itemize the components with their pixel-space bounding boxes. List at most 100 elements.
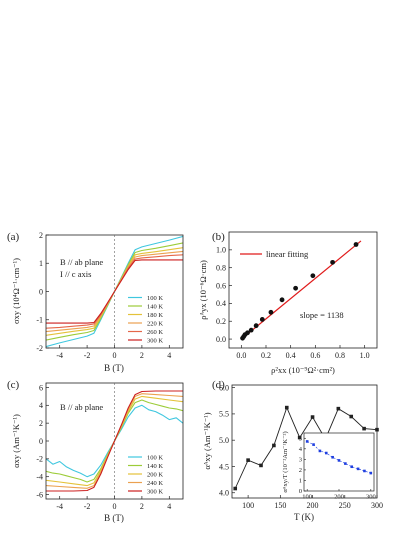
panel-d-inset-point (369, 471, 373, 475)
panel-a-xticks: -4 -2 0 2 4 (56, 345, 171, 360)
panel-d-inset-xticks: 100 200 300 (302, 489, 376, 501)
panel-d-inset-xtick-label: 100 (302, 494, 312, 501)
panel-c-xtick-label: 4 (167, 502, 171, 511)
panel-d-ytick-label: 4.0 (219, 489, 229, 498)
panel-d-point (259, 463, 263, 468)
panel-d-inset-point (312, 443, 315, 446)
panel-d-xtick-label: 300 (371, 501, 383, 510)
panel-d-line (234, 406, 378, 489)
panel-c-legend-label: 200 K (147, 472, 163, 479)
panel-d-point (284, 405, 289, 410)
panel-d-point (272, 443, 276, 448)
panel-d-xtick-label: 100 (242, 501, 254, 510)
panel-a-ytick-label: -2 (36, 344, 43, 353)
panel-d-ytick-label: 6.0 (219, 383, 229, 392)
panel-d-inset-ytick-label: 3 (299, 457, 302, 464)
panel-b-annotation: slope = 1138 (300, 310, 344, 320)
panel-a-legend-label: 180 K (147, 312, 163, 319)
panel-d-point (336, 406, 341, 411)
panel-c-yticks: -6 -4 -2 0 2 4 6 (36, 383, 49, 499)
panel-d-inset-point (305, 440, 309, 443)
panel-c-xtick-label: -4 (56, 502, 63, 511)
panel-d-inset: 100 200 300 0 1 2 3 4 5 αᴬxy/T (10⁻²Am⁻¹K⁻²) (282, 431, 376, 500)
panel-c-xlabel: B (T) (104, 513, 124, 523)
panel-a-legend-label: 140 K (147, 304, 163, 311)
panel-b-frame (228, 231, 378, 349)
panel-b-xlabel: ρ²xx (10⁻⁹Ω²·cm²) (271, 365, 335, 375)
panel-d-inset-xtick-label: 300 (366, 494, 376, 501)
panel-a: (a) -4 -2 0 2 4 -2 -1 0 1 2 B // ab plane I // c… (7, 231, 184, 373)
panel-a-xlabel: B (T) (104, 363, 124, 373)
panel-a-legend-label: 220 K (147, 321, 163, 328)
panel-a-ytick-label: 1 (39, 259, 43, 268)
panel-d-inset-ytick-label: 5 (299, 435, 302, 442)
panel-d-inset-ytick-label: 0 (299, 488, 302, 495)
panel-d-inset-point (356, 467, 360, 471)
panel-c-annotation: B // ab plane (60, 402, 103, 412)
panel-c-label: (c) (7, 379, 20, 391)
panel-c-legend-label: 100 K (147, 455, 163, 462)
panel-b-xtick-label: 0.0 (236, 351, 246, 360)
panel-c-legend-label: 300 K (147, 489, 163, 496)
panel-b-xtick-label: 0.6 (310, 351, 320, 360)
panel-d-inset-ytick-label: 1 (299, 478, 302, 485)
panel-c-legend-label: 240 K (147, 480, 163, 487)
panel-c-ylabel: αxy (Am⁻¹K⁻¹) (11, 414, 21, 468)
panel-b-xtick-label: 0.2 (261, 351, 271, 360)
panel-d-label: (d) (212, 379, 225, 391)
panel-a-label: (a) (7, 231, 20, 243)
panel-d-point (297, 435, 302, 440)
panel-b-points (240, 242, 359, 341)
panel-a-xtick-label: -2 (84, 351, 91, 360)
panel-b-xticks: 0.0 0.2 0.4 0.6 0.8 1.0 (236, 345, 370, 360)
panel-d-inset-point (350, 465, 354, 469)
panel-a-legend-label: 100 K (147, 295, 163, 302)
panel-d-xtick-label: 150 (274, 501, 286, 510)
panel-b-ytick-label: 0.2 (216, 317, 226, 326)
panel-d-inset-frame (303, 432, 375, 492)
panel-a-ytick-label: 2 (39, 231, 43, 240)
panel-b-point (353, 242, 359, 247)
panel-d: (d) 100 150 200 250 300 4.04.55.05.56.0 T (K… (202, 379, 383, 522)
panel-c-ytick-label: -4 (36, 472, 43, 481)
panel-a-yticks: -2 -1 0 1 2 (36, 231, 49, 353)
panel-d-point (233, 486, 238, 491)
panel-a-xtick-label: 4 (167, 351, 171, 360)
panel-a-annotation-1: B // ab plane (60, 257, 103, 267)
panel-d-ytick-label: 5.0 (219, 436, 229, 445)
panel-d-inset-xtick-label: 200 (334, 494, 344, 501)
panel-b-point (253, 323, 259, 329)
panel-b-point (259, 317, 265, 322)
panel-c-ytick-label: -6 (36, 490, 43, 499)
panel-d-xtick-label: 200 (307, 501, 319, 510)
panel-a-xtick-label: 0 (113, 351, 117, 360)
panel-b-ytick-label: 0.4 (216, 299, 226, 308)
panel-b-fit-line (240, 240, 362, 340)
panel-c-ytick-label: 6 (39, 383, 43, 392)
panel-a-xtick-label: -4 (56, 351, 63, 360)
panel-d-ylabel: αᴬxy (Am⁻¹K⁻¹) (202, 412, 212, 469)
panel-b-label: (b) (212, 231, 225, 243)
panel-b-point (293, 285, 298, 291)
panel-d-inset-ytick-label: 2 (299, 467, 302, 474)
panel-c: (c) -4 -2 0 2 4 -6 -4 -2 0 2 4 6 B // ab plane 100… (7, 379, 184, 523)
panel-c-legend-label: 140 K (147, 463, 163, 470)
panel-b-ytick-label: 0.8 (216, 263, 226, 272)
panel-c-ytick-label: 2 (39, 419, 43, 428)
panel-d-inset-yticks: 0 1 2 3 4 5 (299, 435, 306, 495)
panel-d-frame (231, 384, 378, 499)
panel-d-inset-points (305, 440, 373, 475)
panel-b-yticks: 0.0 0.2 0.4 0.6 0.8 1.0 (216, 246, 232, 344)
panel-b-legend-label: linear fitting (266, 249, 309, 259)
panel-c-xtick-label: 2 (140, 502, 144, 511)
panel-a-ytick-label: 0 (39, 287, 43, 296)
panel-b-ytick-label: 0.0 (216, 335, 226, 344)
panel-b-ytick-label: 1.0 (216, 246, 226, 255)
panel-b-ytick-label: 0.6 (216, 281, 226, 290)
panel-c-xtick-label: -2 (84, 502, 91, 511)
panel-c-xticks: -4 -2 0 2 4 (56, 496, 171, 511)
panel-c-ytick-label: 4 (39, 401, 43, 410)
panel-d-xticks: 100 150 200 250 300 (242, 495, 383, 510)
